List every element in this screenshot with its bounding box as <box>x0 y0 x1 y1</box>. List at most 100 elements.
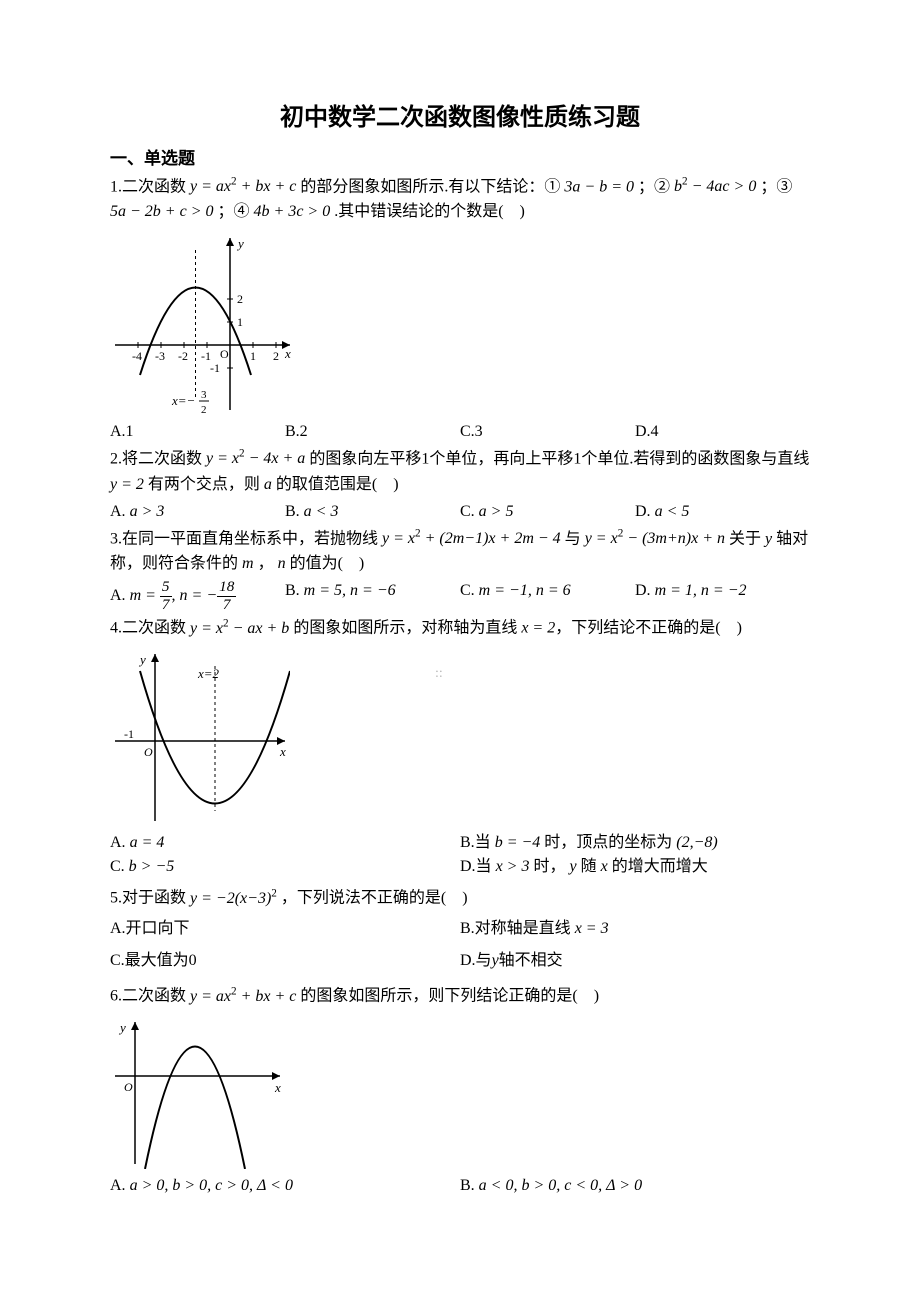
q4-t2: 的图象如图所示，对称轴为直线 <box>289 620 521 637</box>
svg-text:-4: -4 <box>132 349 142 363</box>
q3a-md: 7 <box>160 597 172 614</box>
q5-opt-c: C.最大值为0 <box>110 945 460 977</box>
q4-t1: 二次函数 <box>122 620 190 637</box>
q4b-e1: b = −4 <box>495 834 541 851</box>
q3b-p: B. <box>285 582 304 599</box>
q2-opt-b: B. a < 3 <box>285 500 460 524</box>
question-1: 1.二次函数 y = ax2 + bx + c 的部分图象如图所示.有以下结论：… <box>110 174 810 445</box>
q3-opt-a: A. m = 57, n = −187 <box>110 579 285 613</box>
q1-opt-c: C.3 <box>460 420 635 444</box>
q2a-p: A. <box>110 503 130 520</box>
q6-eq1: y = ax2 + bx + c <box>190 988 296 1005</box>
q4-options: A. a = 4 B.当 b = −4 时，顶点的坐标为 (2,−8) C. b… <box>110 831 810 879</box>
q1-t1: 二次函数 <box>122 178 190 195</box>
q3-t3: 关于 <box>725 530 765 547</box>
q3-eq2: y = x2 − (3m+n)x + n <box>585 530 725 547</box>
q5-options: A.开口向下 B.对称轴是直线 x = 3 C.最大值为0 D.与y轴不相交 <box>110 913 810 977</box>
q2-t4: 的取值范围是( ) <box>272 476 399 493</box>
q4c-eq: b > −5 <box>129 858 175 875</box>
q6a-eq: a > 0, b > 0, c > 0, Δ < 0 <box>130 1177 293 1194</box>
q5b-p: B.对称轴是直线 <box>460 920 575 937</box>
question-4: 4.二次函数 y = x2 − ax + b 的图象如图所示，对称轴为直线 x … <box>110 615 810 879</box>
q6-t1: 二次函数 <box>122 988 190 1005</box>
q3-vn: n <box>278 555 286 572</box>
svg-text:2: 2 <box>273 349 279 363</box>
watermark: :: <box>435 663 443 684</box>
q2-t2: 的图象向左平移1个单位，再向上平移1个单位.若得到的函数图象与直线 <box>305 450 809 467</box>
q4c-p: C. <box>110 858 129 875</box>
q3a-mn: 5 <box>160 579 172 597</box>
q2d-p: D. <box>635 503 655 520</box>
q6-options: A. a > 0, b > 0, c > 0, Δ < 0 B. a < 0, … <box>110 1174 810 1198</box>
q1-options: A.1 B.2 C.3 D.4 <box>110 420 810 444</box>
q5d-e: 轴不相交 <box>499 952 563 969</box>
q5-num: 5. <box>110 890 122 907</box>
q6-opt-b: B. a < 0, b > 0, c < 0, Δ > 0 <box>460 1174 810 1198</box>
q3c-eq: m = −1, n = 6 <box>479 582 571 599</box>
svg-text:-3: -3 <box>155 349 165 363</box>
q2-text: 2.将二次函数 y = x2 − 4x + a 的图象向左平移1个单位，再向上平… <box>110 446 810 498</box>
svg-text:O: O <box>144 745 153 759</box>
q3-text: 3.在同一平面直角坐标系中，若抛物线 y = x2 + (2m−1)x + 2m… <box>110 526 810 578</box>
svg-text:y: y <box>118 1020 126 1035</box>
svg-text:1: 1 <box>250 349 256 363</box>
q5d-p: D.与 <box>460 952 492 969</box>
q2-options: A. a > 3 B. a < 3 C. a > 5 D. a < 5 <box>110 500 810 524</box>
q4-opt-d: D.当 x > 3 时， y 随 x 的增大而增大 <box>460 855 810 879</box>
q3-num: 3. <box>110 530 122 547</box>
page-title: 初中数学二次函数图像性质练习题 <box>110 100 810 136</box>
q2-va: a <box>264 476 272 493</box>
svg-text:x: x <box>274 1080 281 1095</box>
q5-opt-d: D.与y轴不相交 <box>460 945 810 977</box>
svg-text:x: x <box>279 744 286 759</box>
q4d-v2: x <box>601 858 608 875</box>
q2d-eq: a < 5 <box>655 503 690 520</box>
q4d-m2: 随 <box>577 858 601 875</box>
q4b-m: 时，顶点的坐标为 <box>540 834 676 851</box>
q5-eq1: y = −2(x−3)2 <box>190 890 277 907</box>
q1-eq1: y = ax2 + bx + c <box>190 178 296 195</box>
q4d-v1: y <box>569 858 576 875</box>
q2-opt-c: C. a > 5 <box>460 500 635 524</box>
q4d-p: D.当 <box>460 858 496 875</box>
q1-text: 1.二次函数 y = ax2 + bx + c 的部分图象如图所示.有以下结论：… <box>110 174 810 226</box>
q1-opt-d: D.4 <box>635 420 810 444</box>
q5-opt-a: A.开口向下 <box>110 913 460 945</box>
q2b-p: B. <box>285 503 304 520</box>
q3d-eq: m = 1, n = −2 <box>655 582 747 599</box>
q4d-m1: 时， <box>529 858 569 875</box>
q4-opt-c: C. b > −5 <box>110 855 460 879</box>
q1-t3: ；② <box>634 178 674 195</box>
q3b-eq: m = 5, n = −6 <box>304 582 396 599</box>
q5d-v: y <box>492 952 499 969</box>
question-3: 3.在同一平面直角坐标系中，若抛物线 y = x2 + (2m−1)x + 2m… <box>110 526 810 614</box>
q2-opt-a: A. a > 3 <box>110 500 285 524</box>
q2-opt-d: D. a < 5 <box>635 500 810 524</box>
q4d-end: 的增大而增大 <box>608 858 708 875</box>
svg-text:3: 3 <box>201 389 207 401</box>
svg-text:x: x <box>284 346 291 361</box>
q3-t2: 与 <box>561 530 585 547</box>
q5-opt-b: B.对称轴是直线 x = 3 <box>460 913 810 945</box>
q3a-eq: m = 57, n = −187 <box>130 587 237 604</box>
q2b-eq: a < 3 <box>304 503 339 520</box>
q3-opt-b: B. m = 5, n = −6 <box>285 579 460 613</box>
svg-text:1: 1 <box>237 315 243 329</box>
q6-t2: 的图象如图所示，则下列结论正确的是( ) <box>296 988 599 1005</box>
q1-graph: x y O -4 -3 -2 -1 1 2 1 <box>110 230 810 415</box>
q3-t5: 的值为( ) <box>286 555 365 572</box>
q4b-e2: (2,−8) <box>676 834 717 851</box>
q1-num: 1. <box>110 178 122 195</box>
question-5: 5.对于函数 y = −2(x−3)2 ，下列说法不正确的是( ) A.开口向下… <box>110 885 810 977</box>
q6-graph: x y O <box>110 1014 810 1169</box>
q5b-eq: x = 3 <box>575 920 609 937</box>
q6-text: 6.二次函数 y = ax2 + bx + c 的图象如图所示，则下列结论正确的… <box>110 983 810 1009</box>
q3-opt-d: D. m = 1, n = −2 <box>635 579 810 613</box>
q3a-nd: 7 <box>217 597 236 614</box>
q1-t6: .其中错误结论的个数是( ) <box>330 203 525 220</box>
q2-eq2: y = 2 <box>110 476 144 493</box>
svg-text:2: 2 <box>237 292 243 306</box>
q2-t1: 将二次函数 <box>122 450 206 467</box>
section-header: 一、单选题 <box>110 146 810 172</box>
svg-text:-1: -1 <box>210 361 220 375</box>
